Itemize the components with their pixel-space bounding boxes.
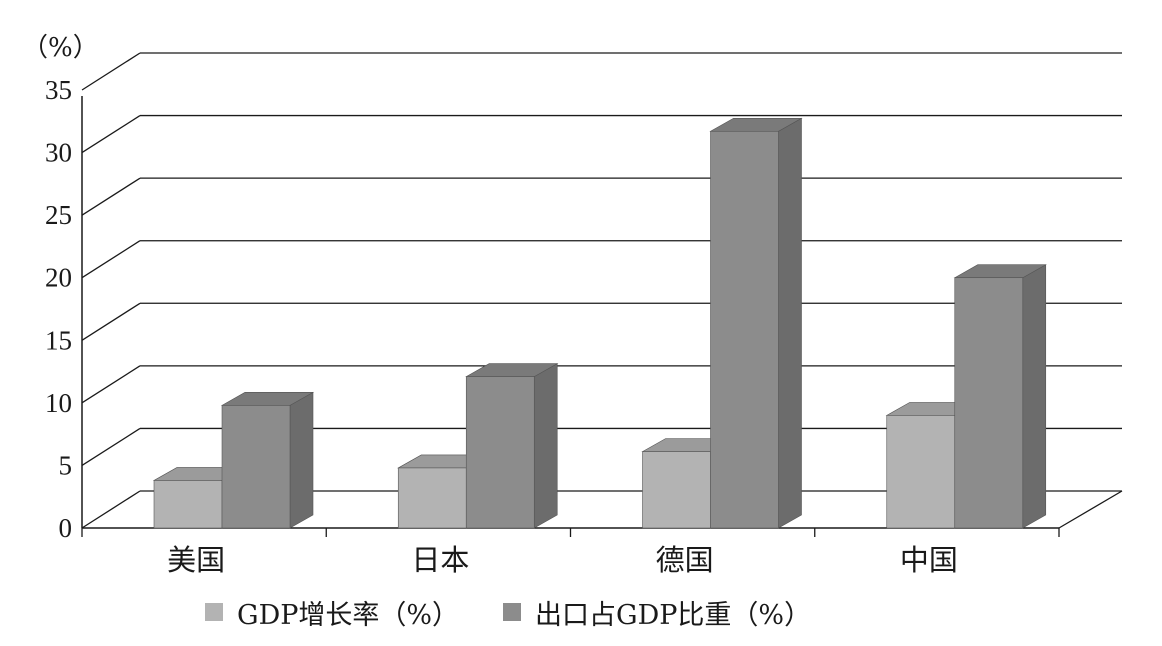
y-tick-label: 30 bbox=[45, 138, 72, 168]
bar-front bbox=[397, 467, 467, 529]
bar-export-share-2 bbox=[709, 117, 803, 529]
x-category-label: 美国 bbox=[167, 543, 225, 577]
y-tick-label: 25 bbox=[45, 200, 72, 230]
bar-front bbox=[153, 480, 223, 529]
bar-side bbox=[533, 363, 558, 529]
bar-chart: 0 5 10 15 20 25 30 35 美国 日本 德国 中国 （%） bbox=[22, 33, 1123, 577]
grid-diagonal bbox=[81, 115, 141, 154]
floor-left-edge bbox=[81, 490, 141, 529]
y-tick-label: 10 bbox=[45, 388, 72, 418]
y-tick-label: 5 bbox=[59, 450, 73, 480]
bar-side bbox=[289, 391, 314, 529]
y-axis-unit-label: （%） bbox=[22, 33, 99, 63]
legend-swatch-gdp-growth bbox=[205, 603, 223, 621]
bar-side bbox=[1022, 264, 1047, 529]
legend-item-export-share: 出口占GDP比重（%） bbox=[503, 593, 811, 632]
bar-front bbox=[710, 130, 779, 529]
legend-item-gdp-growth: GDP增长率（%） bbox=[205, 593, 459, 632]
legend-label-export-share: 出口占GDP比重（%） bbox=[535, 599, 812, 631]
x-category-label: 日本 bbox=[411, 543, 469, 577]
bar-front bbox=[954, 277, 1024, 529]
y-tick-label: 0 bbox=[59, 513, 73, 543]
bar-side bbox=[778, 117, 802, 529]
y-axis-ticks: 0 5 10 15 20 25 30 35 bbox=[45, 75, 72, 543]
grid-diagonal bbox=[81, 302, 141, 341]
y-tick-label: 20 bbox=[45, 263, 72, 293]
bar-front bbox=[221, 405, 291, 529]
legend-label-gdp-growth: GDP增长率（%） bbox=[237, 599, 460, 631]
grid-diagonal bbox=[81, 177, 141, 216]
grid-diagonal bbox=[81, 427, 141, 466]
bar-export-share-3 bbox=[953, 264, 1047, 529]
legend: GDP增长率（%） 出口占GDP比重（%） bbox=[205, 592, 855, 632]
x-axis-labels: 美国 日本 德国 中国 bbox=[167, 543, 958, 577]
bar-export-share-1 bbox=[465, 363, 559, 529]
y-tick-label: 35 bbox=[45, 75, 72, 105]
x-category-label: 中国 bbox=[900, 543, 958, 577]
legend-swatch-export-share bbox=[503, 603, 522, 621]
bar-front bbox=[465, 376, 535, 529]
grid-diagonal bbox=[81, 52, 141, 91]
bar-front bbox=[642, 451, 711, 529]
bars bbox=[152, 117, 1047, 529]
x-category-label: 德国 bbox=[656, 543, 714, 577]
y-tick-label: 15 bbox=[45, 325, 72, 355]
floor-right-edge bbox=[1058, 490, 1123, 529]
grid-diagonal bbox=[81, 365, 141, 404]
bar-export-share-0 bbox=[220, 391, 315, 529]
grid-diagonal bbox=[81, 240, 141, 279]
bar-front bbox=[886, 415, 956, 529]
